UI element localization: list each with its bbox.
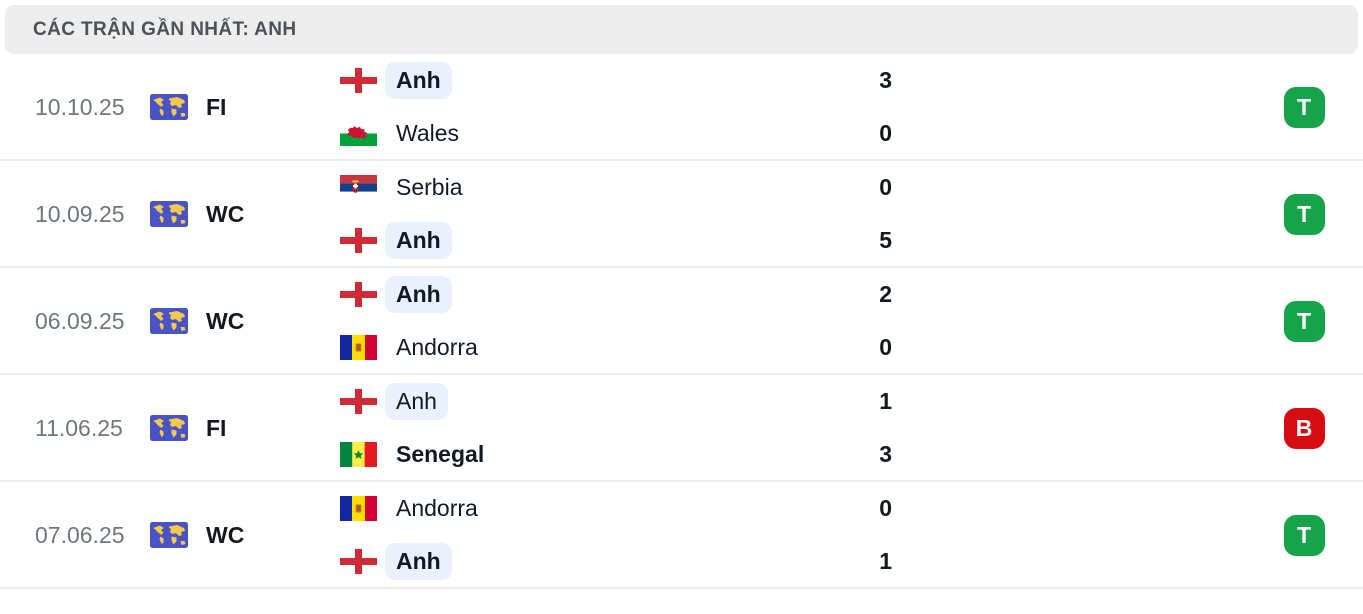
result-badge-win[interactable]: T (1283, 86, 1325, 128)
team-name: Anh (385, 383, 448, 420)
competition: FI (150, 94, 340, 121)
team-score: 0 (879, 174, 892, 200)
teams: Anh 1 Senegal 3 (340, 375, 920, 481)
world-map-icon (150, 94, 188, 120)
match-row[interactable]: 11.06.25 FI Anh 1 Senegal 3 B (0, 375, 1363, 482)
england-flag-icon (340, 389, 377, 414)
team-name: Anh (385, 222, 452, 259)
away-team-line: Senegal 3 (340, 428, 892, 481)
match-date: 10.09.25 (35, 200, 125, 227)
england-flag-icon (340, 68, 377, 93)
team-score: 0 (879, 334, 892, 360)
competition-code: WC (206, 521, 245, 548)
match-row[interactable]: 10.09.25 WC Serbia 0 Anh 5 T (0, 161, 1363, 268)
home-team-line: Serbia 0 (340, 161, 892, 214)
competition: FI (150, 415, 340, 442)
match-row[interactable]: 07.06.25 WC Andorra 0 Anh 1 T (0, 482, 1363, 589)
home-team-line: Anh 2 (340, 268, 892, 321)
team-name: Anh (385, 62, 452, 99)
competition-code: FI (206, 93, 227, 120)
teams: Andorra 0 Anh 1 (340, 482, 920, 588)
team-name: Anh (385, 276, 452, 313)
team-name: Wales (396, 120, 460, 146)
serbia-flag-icon (340, 175, 377, 200)
competition-code: WC (206, 307, 245, 334)
match-date: 11.06.25 (35, 414, 123, 441)
england-flag-icon (340, 228, 377, 253)
match-row[interactable]: 10.10.25 FI Anh 3 Wales 0 T (0, 54, 1363, 161)
result-badge-win[interactable]: T (1283, 300, 1325, 342)
wales-flag-icon (340, 121, 377, 146)
result-cell: T (1245, 86, 1363, 128)
andorra-flag-icon (340, 335, 377, 360)
home-team-line: Andorra 0 (340, 482, 892, 535)
match-row[interactable]: 06.09.25 WC Anh 2 Andorra 0 T (0, 268, 1363, 375)
away-team-line: Andorra 0 (340, 321, 892, 374)
team-score: 1 (879, 548, 892, 574)
competition-code: FI (206, 414, 227, 441)
result-cell: T (1245, 193, 1363, 235)
away-team-line: Anh 5 (340, 214, 892, 267)
competition: WC (150, 308, 340, 335)
match-date: 06.09.25 (35, 307, 125, 334)
match-date: 07.06.25 (35, 521, 125, 548)
team-name: Serbia (396, 174, 463, 200)
andorra-flag-icon (340, 496, 377, 521)
team-score: 3 (879, 67, 892, 93)
england-flag-icon (340, 282, 377, 307)
team-score: 0 (879, 120, 892, 146)
recent-matches-widget: CÁC TRẬN GẦN NHẤT: ANH 10.10.25 FI Anh 3… (0, 5, 1363, 614)
world-map-icon (150, 415, 188, 441)
teams: Anh 3 Wales 0 (340, 54, 920, 160)
result-cell: B (1245, 407, 1363, 449)
teams: Anh 2 Andorra 0 (340, 268, 920, 374)
team-name: Anh (385, 543, 452, 580)
team-score: 0 (879, 495, 892, 521)
result-cell: T (1245, 514, 1363, 556)
world-map-icon (150, 201, 188, 227)
world-map-icon (150, 522, 188, 548)
away-team-line: Anh 1 (340, 535, 892, 588)
team-score: 1 (879, 388, 892, 414)
england-flag-icon (340, 549, 377, 574)
team-name: Andorra (396, 495, 478, 521)
widget-title: CÁC TRẬN GẦN NHẤT: ANH (33, 18, 297, 40)
teams: Serbia 0 Anh 5 (340, 161, 920, 267)
senegal-flag-icon (340, 442, 377, 467)
result-badge-loss[interactable]: B (1283, 407, 1325, 449)
competition-code: WC (206, 200, 245, 227)
world-map-icon (150, 308, 188, 334)
away-team-line: Wales 0 (340, 107, 892, 160)
widget-header: CÁC TRẬN GẦN NHẤT: ANH (5, 5, 1358, 54)
result-badge-win[interactable]: T (1283, 193, 1325, 235)
team-name: Andorra (396, 334, 478, 360)
competition: WC (150, 522, 340, 549)
team-score: 2 (879, 281, 892, 307)
result-badge-win[interactable]: T (1283, 514, 1325, 556)
result-cell: T (1245, 300, 1363, 342)
team-score: 5 (879, 227, 892, 253)
competition: WC (150, 201, 340, 228)
home-team-line: Anh 3 (340, 54, 892, 107)
team-score: 3 (879, 441, 892, 467)
match-date: 10.10.25 (35, 93, 125, 120)
team-name: Senegal (396, 441, 485, 467)
home-team-line: Anh 1 (340, 375, 892, 428)
